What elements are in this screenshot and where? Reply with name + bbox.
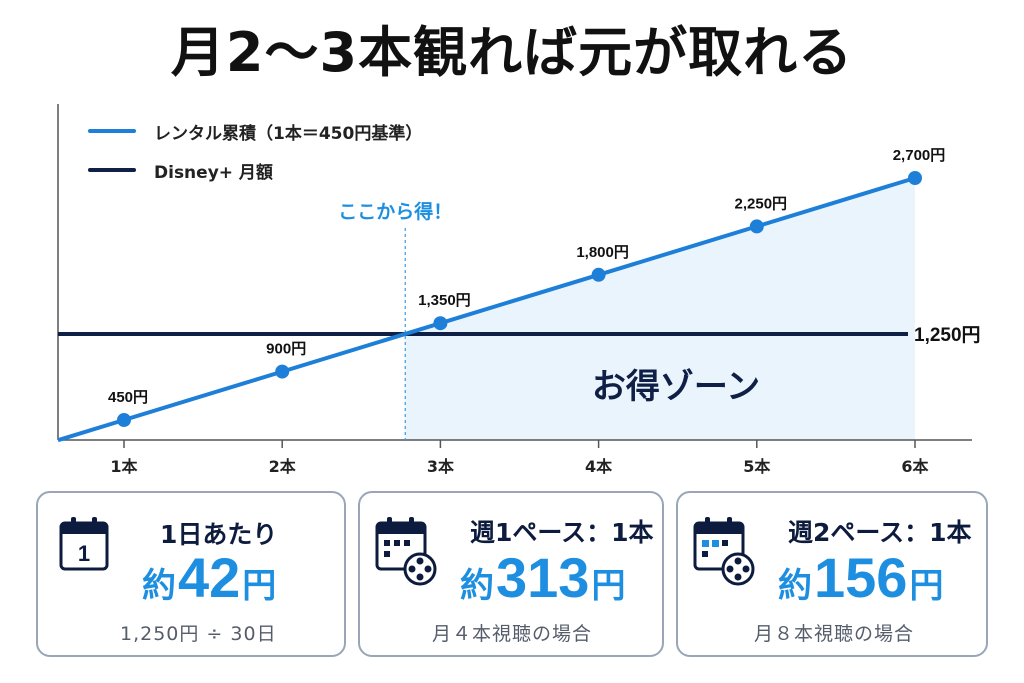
annotation-label: ここから得！: [338, 200, 452, 223]
card-weekly-1: 週1ペース：1本 約 313 円 月４本視聴の場合: [358, 491, 664, 657]
x-tick-label: 3本: [427, 457, 454, 476]
data-point: [749, 219, 764, 234]
data-point: [275, 364, 290, 379]
page-title: 月2〜3本観れば元が取れる: [170, 21, 854, 84]
calendar-film-icon: [693, 517, 755, 586]
zone-label: お得ゾーン: [592, 367, 760, 407]
data-point: [908, 171, 922, 185]
data-label: 2,700円: [893, 147, 946, 164]
card-value: 約 42 円: [142, 546, 277, 609]
card-head: 1日あたり: [160, 520, 278, 549]
x-tick-label: 4本: [585, 457, 612, 476]
flat-line-label: 1,250円: [914, 325, 981, 346]
svg-text:1: 1: [78, 541, 90, 566]
legend-swatch-disney: [88, 168, 136, 172]
x-tick-label: 5本: [743, 457, 770, 476]
card-sub: 月４本視聴の場合: [432, 623, 593, 645]
legend-swatch-rental: [88, 129, 136, 133]
card-sub: 月８本視聴の場合: [754, 623, 915, 645]
legend-label-disney: Disney+ 月額: [154, 162, 273, 183]
x-tick-label: 6本: [901, 457, 928, 476]
card-sub: 1,250円 ÷ 30日: [120, 623, 277, 645]
card-per-day: 1 1日あたり 約 42 円 1,250円 ÷ 30日: [36, 491, 346, 657]
data-label: 1,800円: [576, 244, 629, 261]
card-head: 週2ペース：1本: [788, 518, 972, 547]
data-label: 450円: [108, 389, 148, 406]
card-value: 約 313 円: [460, 546, 626, 609]
legend-item-rental: レンタル累積（1本＝450円基準）: [88, 118, 422, 144]
data-point: [433, 316, 448, 331]
data-label: 1,350円: [418, 292, 471, 309]
legend-label-rental: レンタル累積（1本＝450円基準）: [154, 123, 423, 144]
data-point: [591, 267, 606, 282]
x-tick-label: 2本: [269, 457, 296, 476]
data-label: 2,250円: [735, 195, 788, 212]
calendar-film-icon: [375, 517, 437, 586]
profit-zone-area: [405, 178, 915, 440]
card-weekly-2: 週2ペース：1本 約 156 円 月８本視聴の場合: [676, 491, 988, 657]
card-head: 週1ペース：1本: [470, 518, 654, 547]
card-value: 約 156 円: [778, 546, 944, 609]
x-tick-label: 1本: [110, 457, 137, 476]
data-label: 900円: [266, 341, 306, 358]
legend-item-disney: Disney+ 月額: [88, 157, 273, 183]
data-point: [117, 413, 131, 427]
calendar-day-icon: 1: [59, 517, 109, 571]
